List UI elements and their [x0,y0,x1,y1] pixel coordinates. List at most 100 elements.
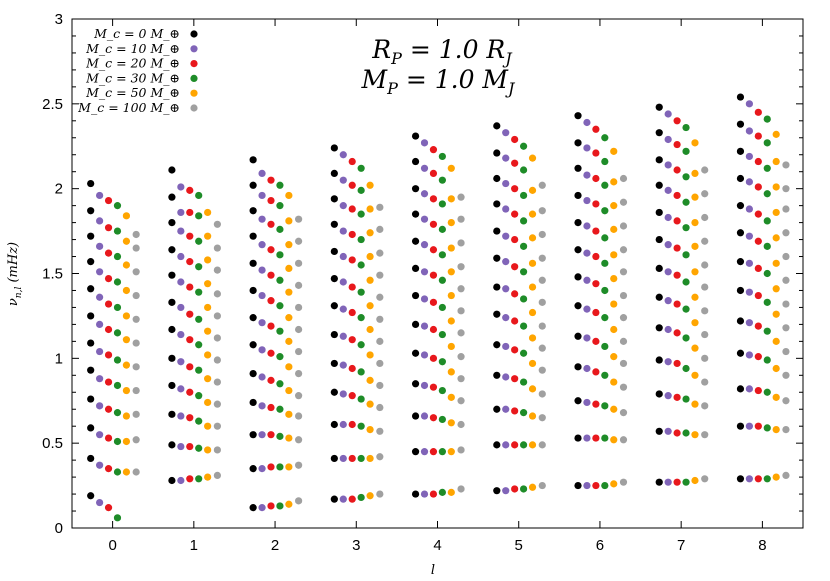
data-point [538,181,546,189]
data-point [745,100,753,108]
data-point [610,178,618,186]
data-point [619,222,628,230]
data-point [745,319,753,327]
data-point [502,487,510,495]
data-point [763,298,771,306]
data-point [186,232,194,240]
data-point [195,444,203,452]
data-point [258,465,266,473]
data-point [195,315,203,323]
data-point [258,291,266,300]
data-point [366,252,374,261]
data-point [610,480,618,488]
data-point [132,436,140,444]
annotation-planet-mass: MP = 1.0 MJ [361,65,517,98]
data-point [168,476,176,485]
data-point [502,373,510,381]
data-point [502,179,510,188]
data-point [583,196,591,205]
data-point [682,305,690,313]
data-point [339,332,347,340]
data-point [574,219,582,227]
data-point [113,278,122,286]
data-point [276,225,284,233]
data-point [258,266,266,274]
data-point [438,303,446,312]
legend-entry: M_c = 20 M_⊕ [85,56,198,71]
data-point [772,183,780,191]
legend-label: M_c = 0 M_⊕ [93,26,180,41]
data-point [538,414,546,422]
data-point [122,468,131,476]
data-point [96,498,104,507]
data-point [330,330,338,339]
data-point [745,232,753,240]
data-point [177,227,185,235]
data-point [502,232,510,240]
data-point [122,336,131,344]
data-point [348,205,356,213]
data-point [113,468,122,476]
y-tick-label: 0 [55,520,63,537]
data-point [511,346,519,354]
data-point [177,442,185,451]
data-point [376,293,384,301]
legend-label: M_c = 50 M_⊕ [85,85,180,100]
data-point [276,302,284,310]
data-point [519,217,528,225]
data-point [655,478,663,486]
data-point [295,412,303,420]
data-point [782,205,790,213]
data-point [411,210,420,218]
data-point [763,217,771,225]
data-point [186,258,194,266]
data-point [258,431,266,439]
data-point [113,381,122,390]
data-point [195,417,203,425]
data-point [664,297,672,305]
data-point [420,241,429,249]
data-point [376,203,384,211]
data-point [295,497,303,505]
data-point [528,154,537,162]
data-point [204,351,212,359]
data-point [168,193,176,201]
data-point [754,322,762,330]
data-point [592,149,600,157]
data-point [339,420,347,429]
data-point [429,146,438,154]
data-point [295,370,303,378]
data-point [186,208,194,217]
data-point [619,246,628,254]
data-point [447,219,455,227]
data-point [96,431,104,439]
data-point [736,349,745,357]
data-point [195,212,203,220]
data-point [376,453,384,461]
data-point [691,371,699,379]
data-point [267,220,275,228]
data-point [249,465,257,473]
data-point [655,156,663,164]
data-point [104,465,113,473]
data-point [429,298,438,306]
data-point [204,473,212,481]
data-point [339,454,347,463]
data-point [736,385,745,393]
series-4 [122,130,780,508]
data-point [195,237,203,245]
data-point [96,242,104,250]
data-point [267,271,275,279]
data-point [574,139,582,147]
data-point [457,420,465,429]
data-point [673,244,681,252]
data-point [528,359,537,368]
data-point [429,195,438,203]
data-point [366,302,374,310]
data-point [420,381,429,390]
data-point [601,434,609,442]
data-point [528,334,537,342]
data-point [528,385,537,393]
data-point [348,308,356,317]
y-tick-label: 2 [55,181,63,198]
